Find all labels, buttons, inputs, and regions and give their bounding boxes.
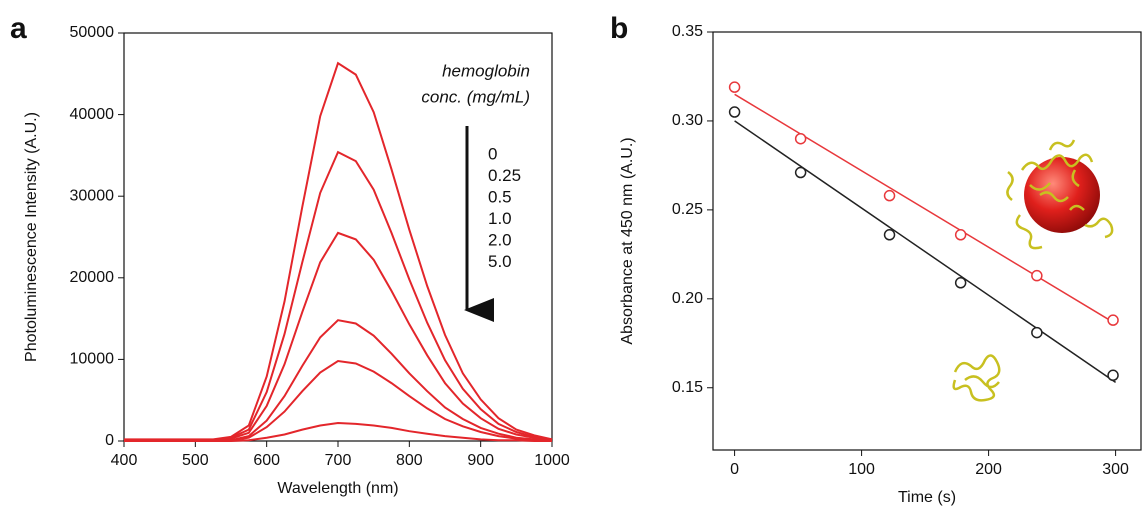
x-axis-title: Time (s) xyxy=(898,489,956,506)
y-tick-label: 0.25 xyxy=(672,201,703,218)
y-tick-label: 0 xyxy=(105,432,114,449)
y-tick-label: 40000 xyxy=(70,106,115,123)
data-point xyxy=(883,229,896,241)
data-point xyxy=(728,106,741,118)
x-tick-label: 900 xyxy=(467,452,494,469)
x-axis-title: Wavelength (nm) xyxy=(277,480,398,497)
data-point xyxy=(954,277,967,289)
spectrum-line xyxy=(124,421,552,442)
y-tick-label: 10000 xyxy=(70,351,115,368)
data-point xyxy=(1107,314,1119,326)
annotation: hemoglobin xyxy=(442,61,530,80)
legend-label: 5.0 xyxy=(488,252,512,271)
x-tick-label: 400 xyxy=(111,452,138,469)
x-tick-label: 300 xyxy=(1102,461,1129,478)
x-tick-label: 0 xyxy=(730,461,739,478)
data-point xyxy=(1107,369,1119,382)
fit-line xyxy=(734,120,1117,384)
x-tick-label: 500 xyxy=(182,452,209,469)
data-point xyxy=(794,132,807,145)
y-tick-label: 0.15 xyxy=(672,379,703,396)
data-point xyxy=(883,189,896,202)
legend-label: 1.0 xyxy=(488,209,512,228)
y-tick-label: 0.20 xyxy=(672,290,703,307)
x-tick-label: 800 xyxy=(396,452,423,469)
y-tick-label: 30000 xyxy=(70,187,115,204)
legend-label: 0 xyxy=(488,144,497,163)
fit-line xyxy=(734,93,1116,325)
data-point xyxy=(1031,269,1043,282)
plot-frame xyxy=(712,31,1142,451)
data-point xyxy=(794,166,807,179)
panel-label: b xyxy=(610,12,628,45)
legend-label: 0.25 xyxy=(488,166,521,185)
x-tick-label: 200 xyxy=(975,461,1002,478)
y-axis-title: Photoluminescence Intensity (A.U.) xyxy=(23,112,40,362)
y-tick-label: 50000 xyxy=(70,24,115,41)
annotation: conc. (mg/mL) xyxy=(421,87,530,106)
x-tick-label: 1000 xyxy=(534,452,570,469)
x-tick-label: 600 xyxy=(253,452,280,469)
y-tick-label: 0.30 xyxy=(672,112,703,129)
spectrum-line xyxy=(124,359,553,442)
x-tick-label: 100 xyxy=(848,461,875,478)
y-tick-label: 20000 xyxy=(70,269,115,286)
nanoparticle-icon xyxy=(1006,139,1114,250)
data-point xyxy=(728,81,741,93)
legend-label: 0.5 xyxy=(488,187,512,206)
x-tick-label: 700 xyxy=(325,452,352,469)
y-tick-label: 0.35 xyxy=(672,23,703,40)
y-axis-title: Absorbance at 450 nm (A.U.) xyxy=(619,137,636,344)
protein-icon xyxy=(952,354,1001,402)
data-point xyxy=(954,229,967,241)
data-point xyxy=(1031,326,1043,339)
legend-label: 2.0 xyxy=(488,230,512,249)
panel-label: a xyxy=(10,12,27,45)
